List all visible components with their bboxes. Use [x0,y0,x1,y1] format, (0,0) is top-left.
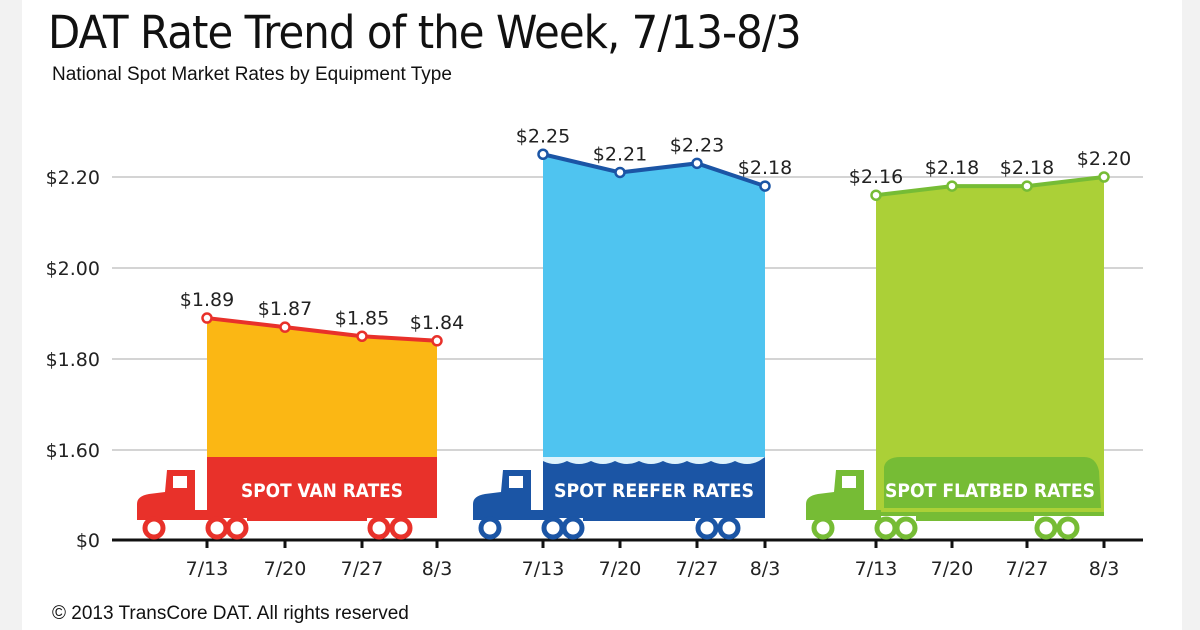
truck-window-2 [842,476,856,488]
truck-wheel-0 [142,516,166,540]
band-1 [543,457,765,518]
truck-wheel-1 [561,516,585,540]
data-point [946,180,958,192]
series-line-2 [875,175,1105,198]
x-tick-label: 7/13 [855,558,898,580]
data-label: $2.20 [1077,148,1131,170]
truck-wheel-0 [205,516,229,540]
band-label-2: SPOT FLATBED RATES [885,480,1095,502]
x-tick-label: 7/20 [264,558,307,580]
chart-title: DAT Rate Trend of the Week, 7/13-8/3 [48,6,802,59]
ice-edge-1 [543,457,765,464]
truck-wheel-2 [1034,516,1058,540]
data-label: $1.87 [258,298,312,320]
y-tick-label: $1.60 [46,440,100,462]
data-label: $1.85 [335,307,389,329]
x-tick-label: 7/27 [676,558,719,580]
truck-wheel-2 [1056,516,1080,540]
truck-wheel-0 [389,516,413,540]
x-tick-label: 7/20 [599,558,642,580]
y-tick-label: $2.00 [46,258,100,280]
data-point [759,180,771,192]
x-tick-label: 7/13 [186,558,229,580]
y-tick-label: $1.80 [46,349,100,371]
band-0 [207,457,437,518]
data-label: $2.18 [1000,157,1054,179]
data-point [1021,180,1033,192]
truck-wheel-0 [225,516,249,540]
truck-chassis-0 [247,516,367,521]
chart-subtitle: National Spot Market Rates by Equipment … [52,64,452,85]
truck-wheel-0 [367,516,391,540]
series-line-0 [206,316,438,343]
truck-wheel-2 [874,516,898,540]
truck-chassis-2 [916,516,1034,521]
data-point [1098,171,1110,183]
data-label: $2.23 [670,134,724,156]
truck-cab-2 [806,470,881,520]
data-point [870,189,882,201]
truck-window-1 [509,476,523,488]
data-point [691,157,703,170]
data-label: $1.84 [410,312,464,334]
area-2 [876,177,1104,457]
data-point [537,148,549,160]
data-label: $2.18 [925,157,979,179]
x-tick-label: 7/27 [341,558,384,580]
data-label: $2.16 [849,166,903,188]
area-1 [543,154,765,457]
truck-wheel-1 [478,516,502,540]
data-label: $2.21 [593,143,647,165]
band-2 [884,457,1101,508]
data-point [201,312,213,324]
truck-wheel-2 [894,516,918,540]
truck-window-0 [173,476,187,488]
truck-cab-1 [473,470,548,520]
x-tick-label: 7/13 [522,558,565,580]
truck-cab-0 [137,470,212,520]
y-tick-label: $2.20 [46,167,100,189]
left-margin [0,0,22,630]
data-label: $1.89 [180,289,234,311]
x-tick-label: 7/20 [931,558,974,580]
truck-wheel-1 [695,516,719,540]
x-tick-label: 7/27 [1006,558,1049,580]
x-tick-label: 8/3 [750,558,781,580]
data-point [431,335,443,347]
data-label: $2.18 [738,157,792,179]
data-point [614,166,626,179]
data-point [279,321,291,333]
band-label-0: SPOT VAN RATES [241,480,403,502]
truck-wheel-1 [541,516,565,540]
right-margin [1182,0,1200,630]
x-tick-label: 8/3 [422,558,453,580]
truck-chassis-1 [583,516,695,521]
truck-wheel-1 [717,516,741,540]
flatbed-deck-2 [876,512,1104,516]
data-point [356,330,368,342]
data-label: $2.25 [516,125,570,147]
truck-wheel-2 [811,516,835,540]
copyright-footer: © 2013 TransCore DAT. All rights reserve… [52,603,409,624]
band-label-1: SPOT REEFER RATES [554,480,754,502]
series-line-1 [542,152,766,188]
x-tick-label: 8/3 [1089,558,1120,580]
y-tick-label: $0 [76,530,100,552]
area-0 [207,318,437,457]
